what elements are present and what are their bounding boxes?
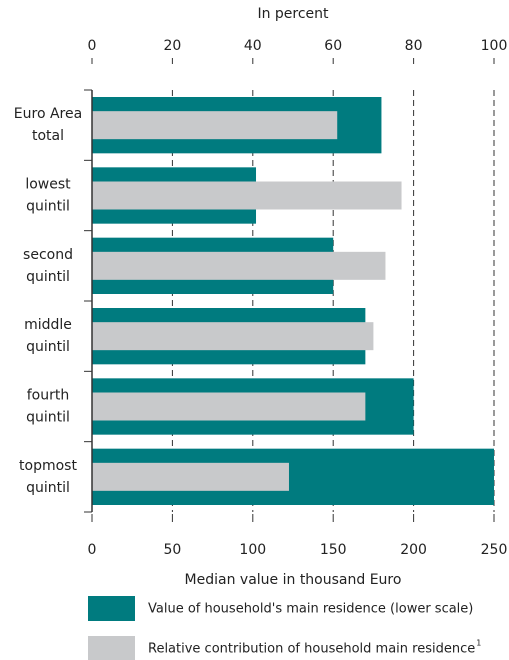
category-label: second quintil [23,247,73,285]
legend-swatch [88,596,135,621]
category-label: lowest quintil [25,177,71,215]
category-label: fourth quintil [26,388,70,426]
category-label: topmost quintil [19,458,77,496]
bar [92,181,402,210]
bottom-tick-label: 150 [320,542,347,558]
top-tick-label: 80 [405,38,423,54]
top-tick-label: 40 [244,38,262,54]
category-label: Euro Area total [14,106,82,144]
top-axis-title: In percent [257,6,329,22]
legend-label: Relative contribution of household main … [148,642,475,657]
bar [92,111,338,140]
bottom-tick-label: 0 [88,542,97,558]
bar [92,322,374,351]
top-tick-label: 0 [88,38,97,54]
bottom-tick-label: 250 [481,542,508,558]
bottom-tick-label: 200 [400,542,427,558]
legend-footnote: 1 [476,639,481,648]
bottom-tick-label: 50 [163,542,181,558]
bar [92,251,386,280]
top-tick-label: 20 [163,38,181,54]
category-label: middle quintil [24,317,72,355]
top-tick-label: 60 [324,38,342,54]
legend-swatch [88,636,135,660]
bottom-tick-label: 100 [239,542,266,558]
top-tick-label: 100 [481,38,508,54]
legend-label: Value of household's main residence (low… [148,602,473,617]
bar [92,462,289,491]
bar [92,392,366,421]
bottom-axis-title: Median value in thousand Euro [185,572,402,588]
